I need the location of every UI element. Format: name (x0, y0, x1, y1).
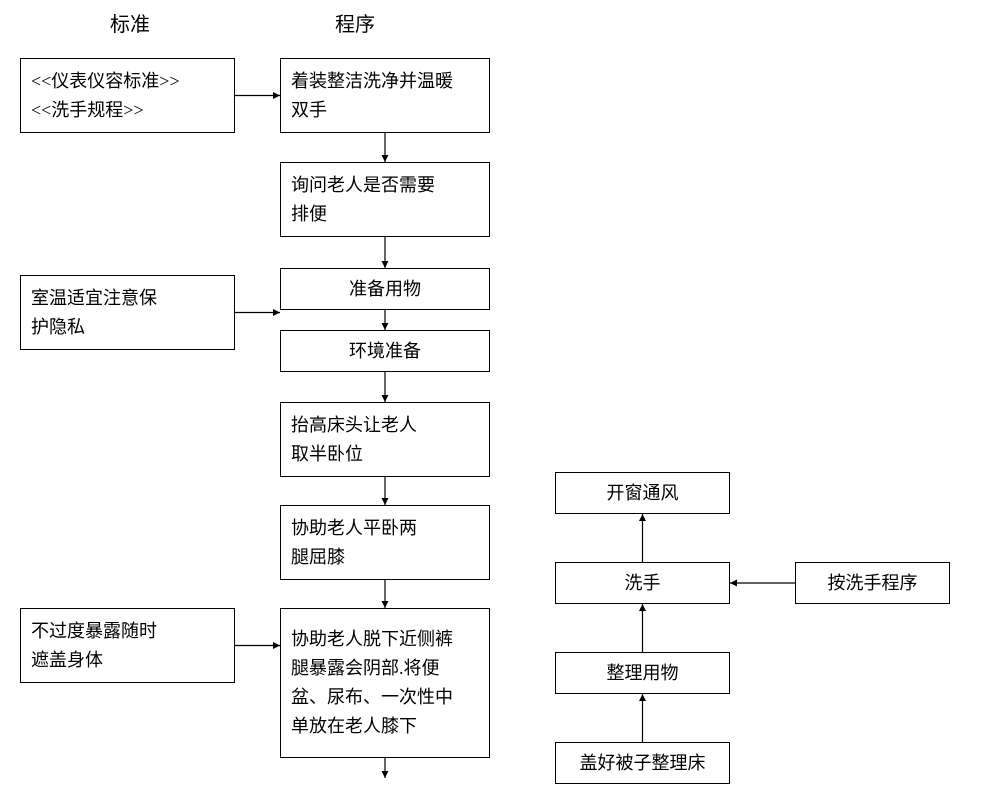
procedure-step-4: 环境准备 (280, 330, 490, 372)
procedure-step-4-text: 环境准备 (349, 337, 421, 366)
standard-box-3: 不过度暴露随时 遮盖身体 (20, 608, 235, 683)
procedure-step-6-line2: 腿屈膝 (291, 543, 417, 572)
standard-box-3-line1: 不过度暴露随时 (31, 617, 157, 646)
standard-box-2-line2: 护隐私 (31, 313, 157, 342)
standard-box-1-line1: <<仪表仪容标准>> (31, 67, 180, 96)
procedure-step-5: 抬高床头让老人 取半卧位 (280, 402, 490, 477)
right-step-wash-hands: 洗手 (555, 562, 730, 604)
right-step-make-bed-text: 盖好被子整理床 (580, 749, 706, 778)
standard-box-3-line2: 遮盖身体 (31, 646, 157, 675)
standard-box-1-line2: <<洗手规程>> (31, 96, 180, 125)
procedure-step-7-line4: 单放在老人膝下 (291, 712, 453, 741)
right-step-wash-hands-text: 洗手 (625, 569, 661, 598)
right-step-tidy-items: 整理用物 (555, 652, 730, 694)
flowchart-canvas: 标准 程序 <<仪表仪容标准>> <<洗手规程>> 室温适宜注意保 护隐私 不过… (0, 0, 1000, 785)
procedure-step-6-line1: 协助老人平卧两 (291, 514, 417, 543)
procedure-step-7-line1: 协助老人脱下近侧裤 (291, 625, 453, 654)
annotation-wash-procedure-text: 按洗手程序 (828, 569, 918, 598)
procedure-step-2-line1: 询问老人是否需要 (291, 171, 435, 200)
heading-standards: 标准 (110, 8, 150, 37)
standard-box-2: 室温适宜注意保 护隐私 (20, 275, 235, 350)
heading-procedure: 程序 (335, 8, 375, 37)
procedure-step-1-line1: 着装整洁洗净并温暖 (291, 67, 453, 96)
procedure-step-7-line3: 盆、尿布、一次性中 (291, 683, 453, 712)
right-step-make-bed: 盖好被子整理床 (555, 742, 730, 784)
procedure-step-5-line1: 抬高床头让老人 (291, 411, 417, 440)
procedure-step-1: 着装整洁洗净并温暖 双手 (280, 58, 490, 133)
procedure-step-3: 准备用物 (280, 268, 490, 310)
procedure-step-2: 询问老人是否需要 排便 (280, 162, 490, 237)
procedure-step-7-line2: 腿暴露会阴部.将便 (291, 654, 453, 683)
procedure-step-5-line2: 取半卧位 (291, 440, 417, 469)
right-step-open-window: 开窗通风 (555, 472, 730, 514)
procedure-step-2-line2: 排便 (291, 200, 435, 229)
standard-box-2-line1: 室温适宜注意保 (31, 284, 157, 313)
right-step-tidy-items-text: 整理用物 (607, 659, 679, 688)
procedure-step-3-text: 准备用物 (349, 275, 421, 304)
annotation-wash-procedure: 按洗手程序 (795, 562, 950, 604)
procedure-step-1-line2: 双手 (291, 96, 453, 125)
procedure-step-6: 协助老人平卧两 腿屈膝 (280, 505, 490, 580)
right-step-open-window-text: 开窗通风 (607, 479, 679, 508)
procedure-step-7: 协助老人脱下近侧裤 腿暴露会阴部.将便 盆、尿布、一次性中 单放在老人膝下 (280, 608, 490, 758)
standard-box-1: <<仪表仪容标准>> <<洗手规程>> (20, 58, 235, 133)
